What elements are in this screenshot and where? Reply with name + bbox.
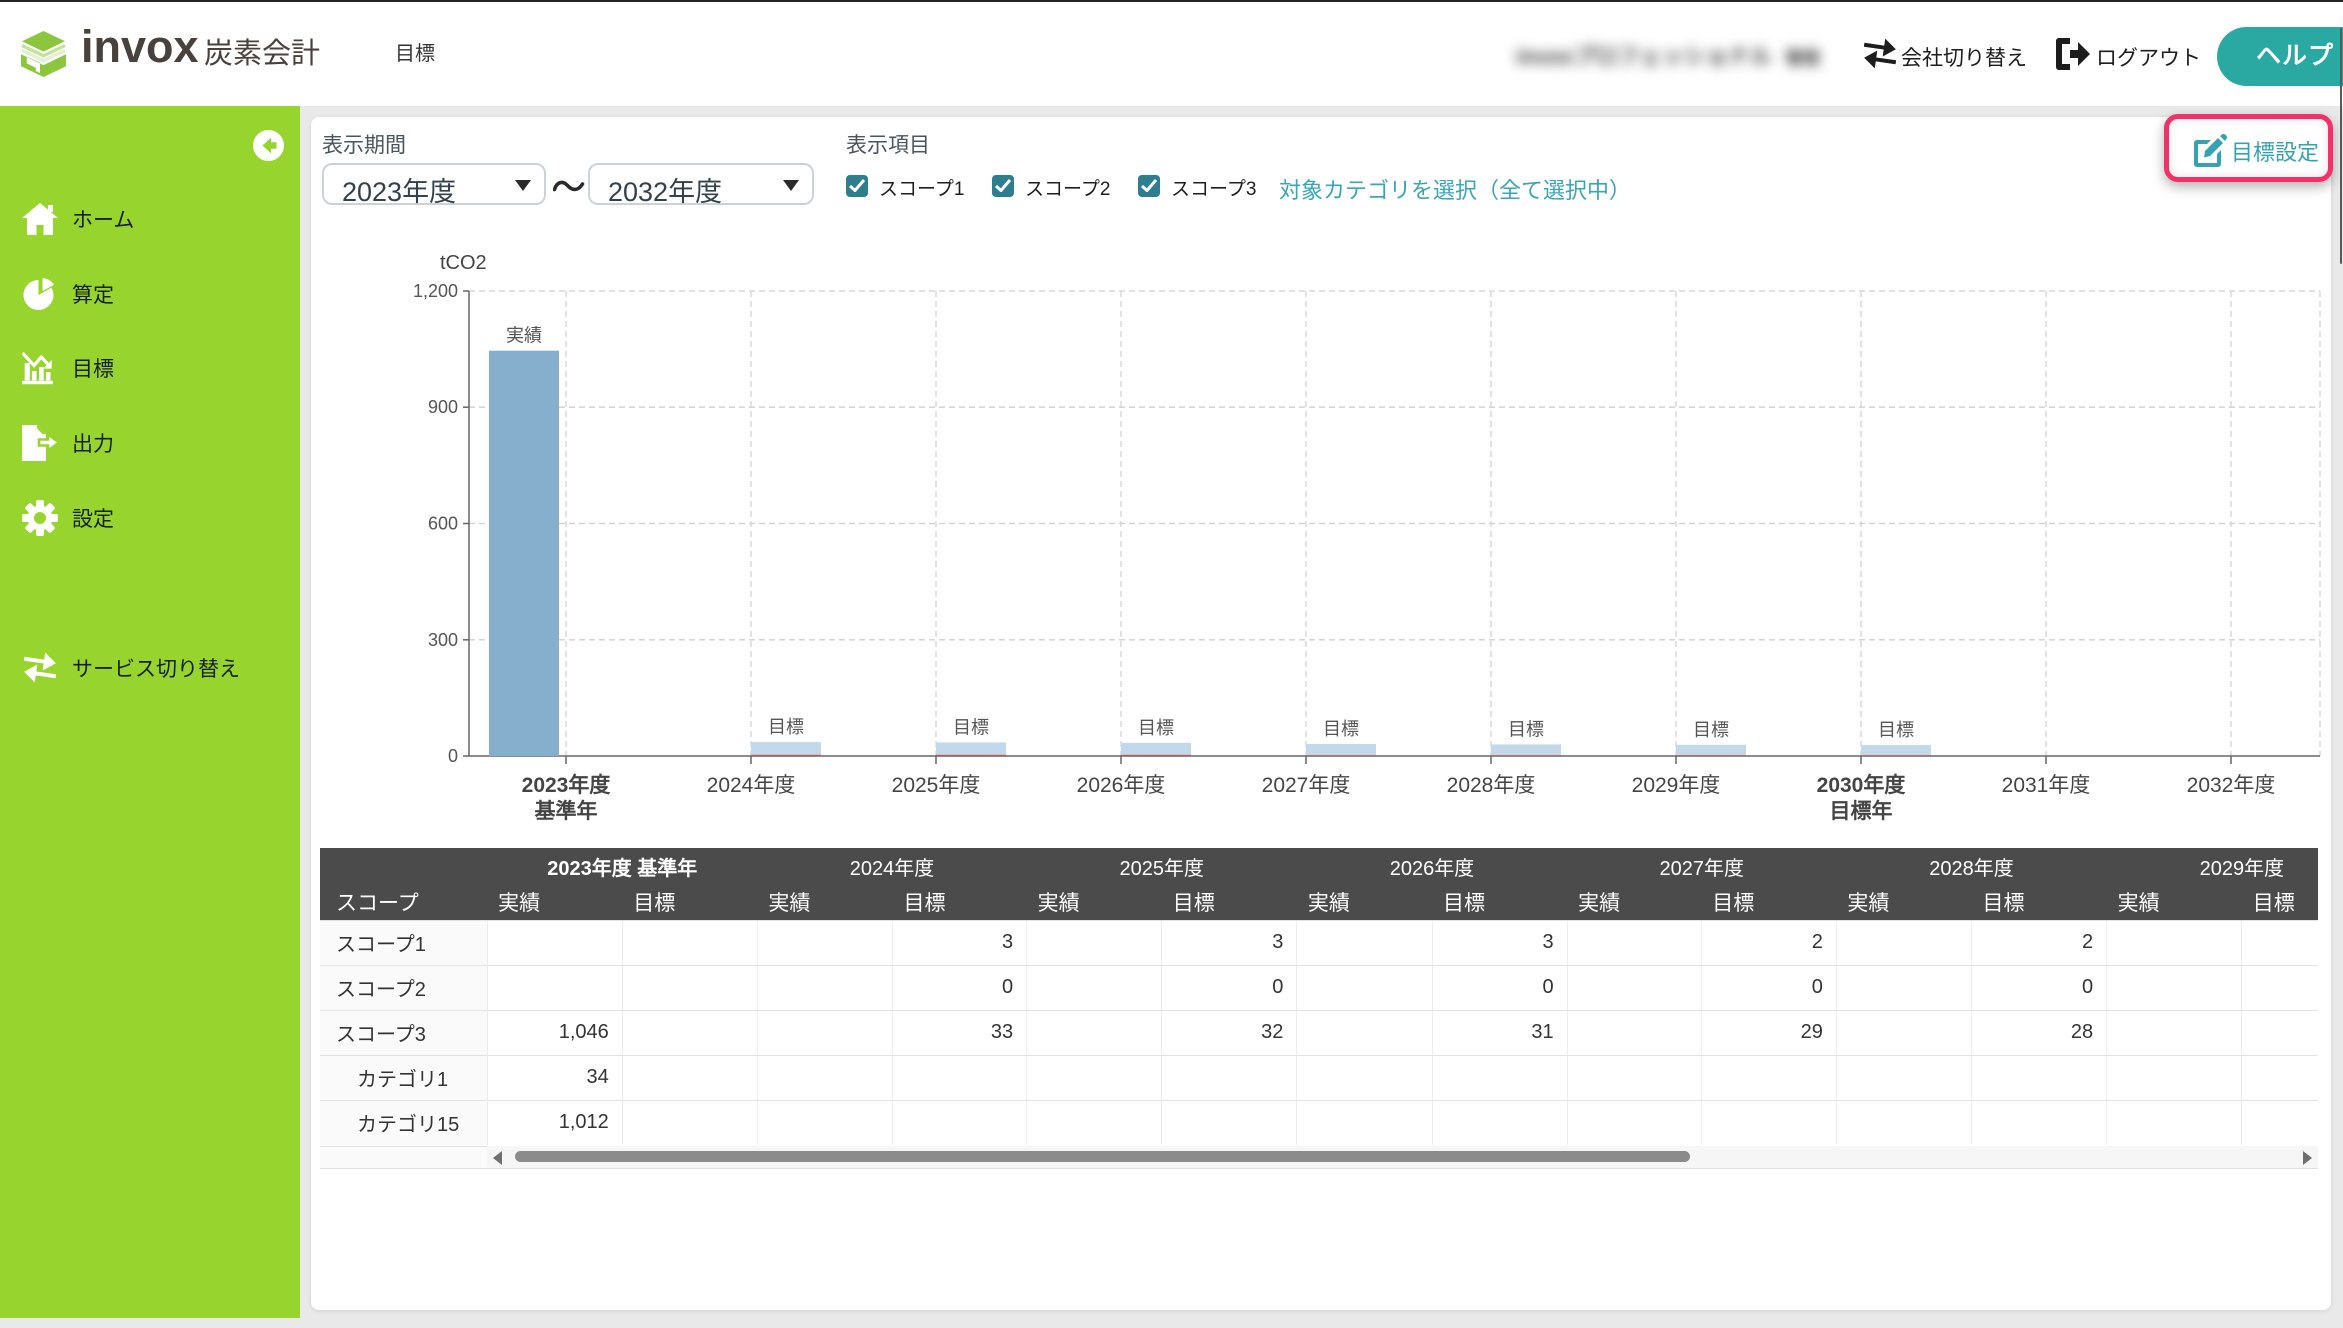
svg-text:目標: 目標	[1138, 718, 1174, 738]
svg-text:実績: 実績	[506, 326, 542, 346]
svg-text:600: 600	[428, 514, 458, 534]
svg-text:tCO2: tCO2	[440, 252, 487, 274]
svg-text:目標: 目標	[1508, 719, 1544, 739]
svg-text:2029年度: 2029年度	[1632, 774, 1721, 797]
svg-text:目標: 目標	[1693, 720, 1729, 740]
svg-text:300: 300	[428, 630, 458, 650]
svg-text:2026年度: 2026年度	[1077, 774, 1166, 797]
svg-text:0: 0	[448, 746, 458, 766]
svg-text:2024年度: 2024年度	[707, 774, 796, 797]
svg-text:目標: 目標	[1878, 720, 1914, 740]
svg-text:2027年度: 2027年度	[1262, 774, 1351, 797]
svg-text:1,200: 1,200	[413, 281, 458, 301]
svg-text:2028年度: 2028年度	[1447, 774, 1536, 797]
svg-text:2025年度: 2025年度	[892, 774, 981, 797]
svg-text:目標年: 目標年	[1830, 799, 1893, 823]
svg-text:基準年: 基準年	[535, 799, 598, 823]
svg-text:2030年度: 2030年度	[1817, 773, 1906, 797]
svg-text:900: 900	[428, 397, 458, 417]
svg-text:目標: 目標	[768, 717, 804, 737]
svg-text:2023年度: 2023年度	[522, 773, 611, 797]
svg-text:目標: 目標	[953, 717, 989, 737]
svg-text:2032年度: 2032年度	[2187, 774, 2276, 797]
svg-text:目標: 目標	[1323, 719, 1359, 739]
svg-text:2031年度: 2031年度	[2002, 774, 2091, 797]
